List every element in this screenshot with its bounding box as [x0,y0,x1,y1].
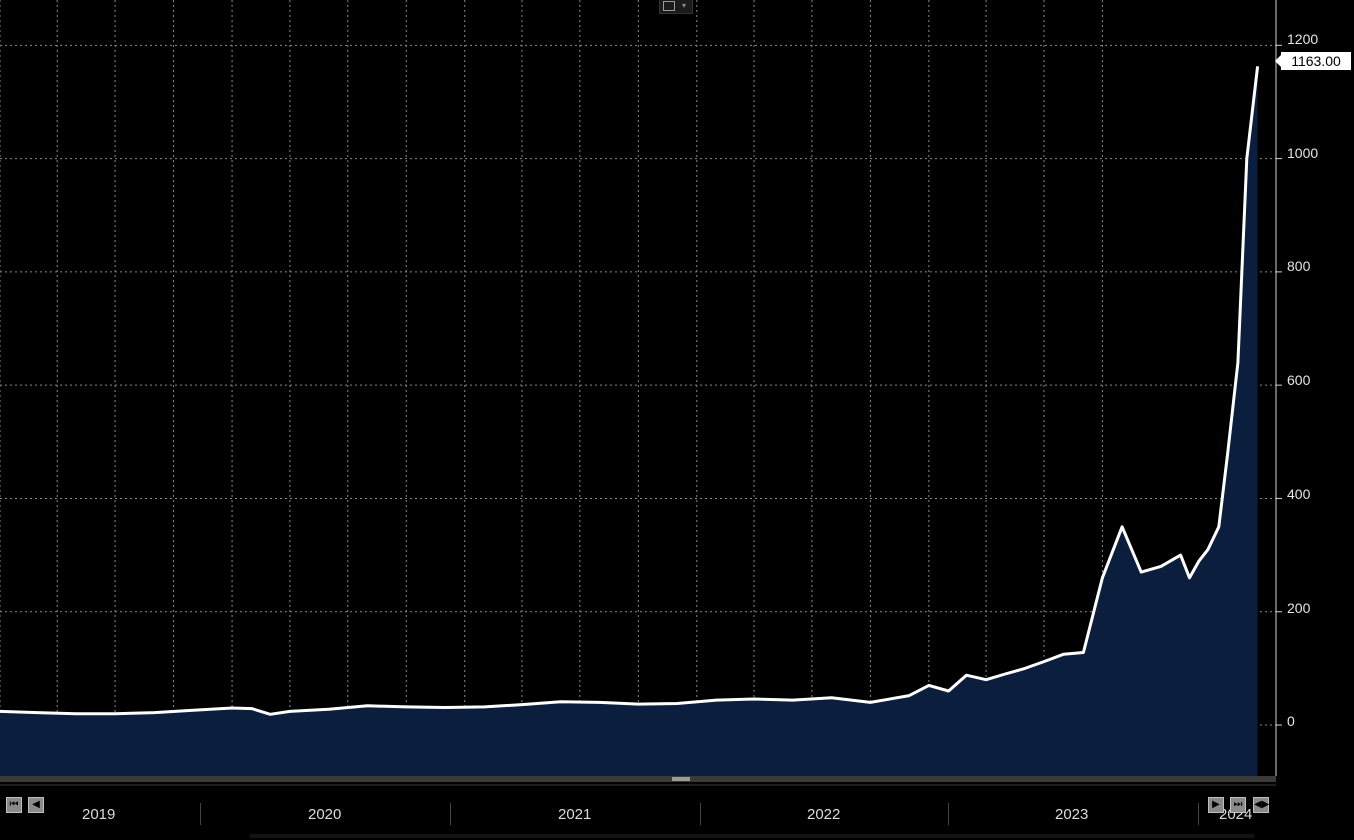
y-tick-label: 600 [1287,372,1311,388]
x-tick-label: 2020 [308,806,342,823]
step-forward-icon: ▶ [1212,799,1220,810]
step-back-button[interactable]: ◀ [28,797,44,813]
series-area [0,66,1258,777]
x-tick-label: 2021 [558,806,592,823]
skip-to-start-button[interactable]: ⏮ [6,797,22,813]
collapse-button[interactable]: ◀▶ [1253,797,1269,813]
step-forward-button[interactable]: ▶ [1208,797,1224,813]
skip-to-end-icon: ⏭ [1233,799,1243,810]
chart-type-selector[interactable]: ▾ [659,0,693,14]
time-axis-divider [0,784,1276,786]
x-tick-label: 2022 [807,806,841,823]
y-tick-label: 1000 [1287,145,1319,161]
y-tick-label: 0 [1287,713,1295,729]
y-ticks [1276,44,1282,726]
y-tick-label: 400 [1287,486,1311,502]
skip-to-start-icon: ⏮ [9,799,19,810]
x-separator [1198,803,1199,825]
y-tick-label: 200 [1287,600,1311,616]
scrollbar-thumb[interactable] [672,777,690,781]
x-separator [200,803,201,825]
y-tick-label: 800 [1287,258,1311,274]
x-tick-label: 2023 [1055,806,1089,823]
time-axis-bar [0,784,1354,840]
last-value-badge: 1163.00 [1275,52,1351,70]
collapse-icon: ◀▶ [1254,799,1270,810]
time-axis-footer [250,834,1254,838]
chevron-down-icon: ▾ [682,1,687,10]
x-separator [450,803,451,825]
x-tick-label: 2019 [82,806,116,823]
series-line [0,66,1260,716]
y-tick-label: 1200 [1287,31,1319,47]
horizontal-scrollbar[interactable] [0,776,1276,782]
step-back-icon: ◀ [32,799,40,810]
skip-to-end-button[interactable]: ⏭ [1230,797,1246,813]
line-chart-icon [663,1,675,11]
x-separator [700,803,701,825]
x-separator [948,803,949,825]
